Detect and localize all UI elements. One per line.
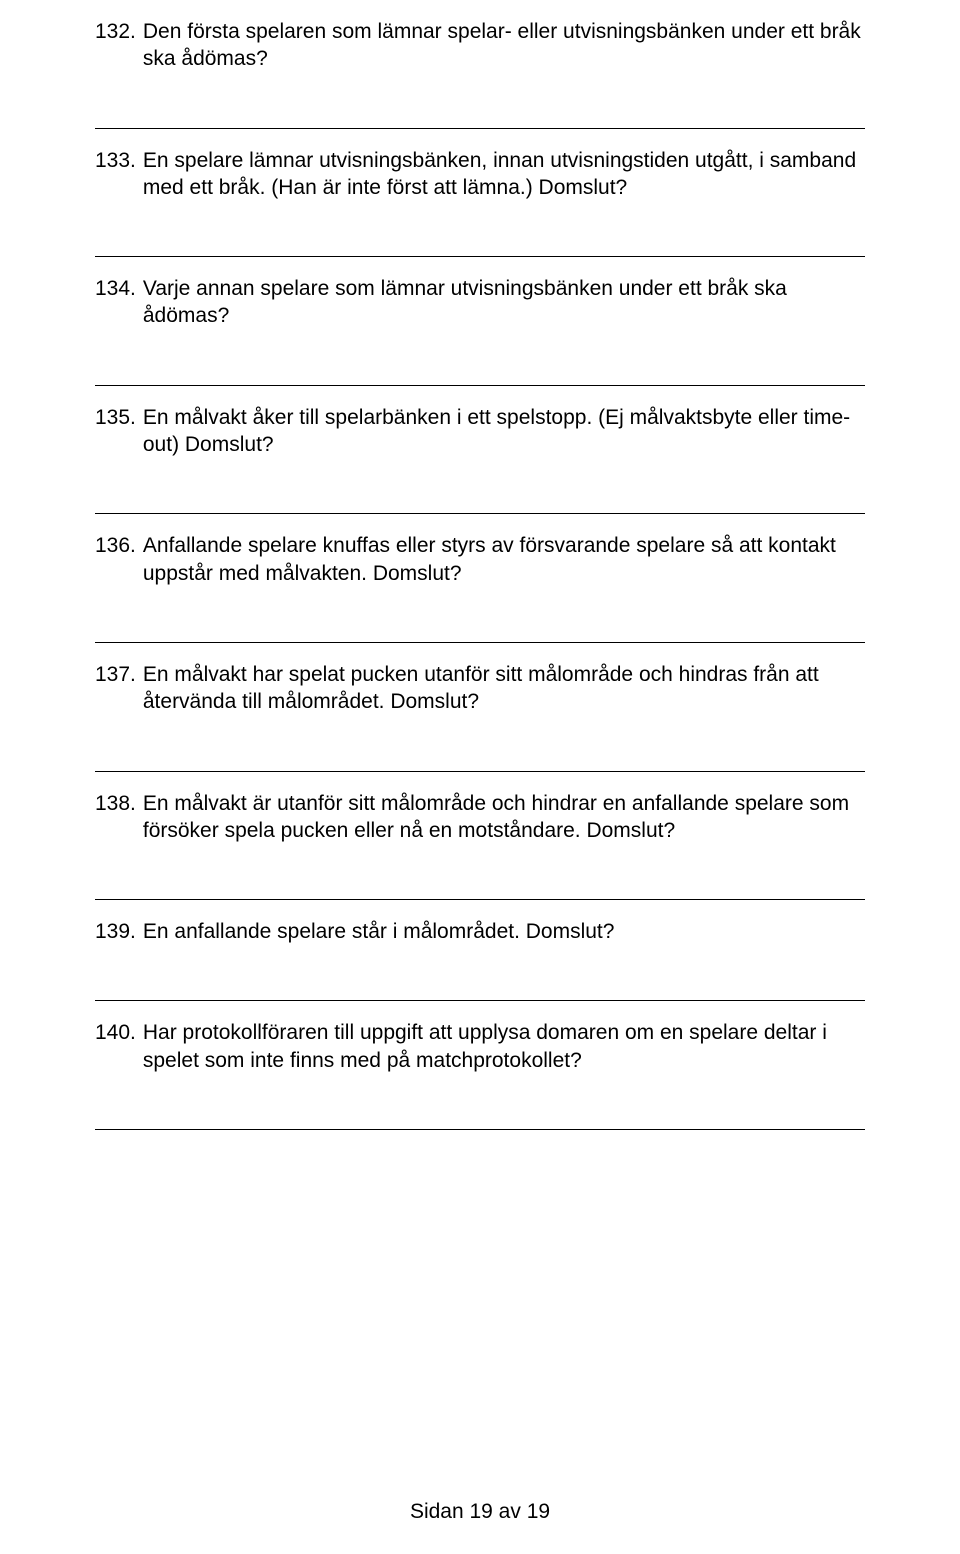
question-text: 138.En målvakt är utanför sitt målområde… xyxy=(95,790,865,845)
question-body: Varje annan spelare som lämnar utvisning… xyxy=(143,275,865,330)
question-text: 137.En målvakt har spelat pucken utanför… xyxy=(95,661,865,716)
question-number: 139. xyxy=(95,918,143,945)
answer-line xyxy=(95,488,865,514)
question: 135.En målvakt åker till spelarbänken i … xyxy=(95,404,865,515)
question-body: En anfallande spelare står i målområdet.… xyxy=(143,918,865,945)
question-text: 139.En anfallande spelare står i målområ… xyxy=(95,918,865,945)
question-body: En målvakt har spelat pucken utanför sit… xyxy=(143,661,865,716)
question-body: Den första spelaren som lämnar spelar- e… xyxy=(143,18,865,73)
question-text: 135.En målvakt åker till spelarbänken i … xyxy=(95,404,865,459)
question-number: 133. xyxy=(95,147,143,202)
answer-line xyxy=(95,874,865,900)
page-footer: Sidan 19 av 19 xyxy=(0,1500,960,1524)
question-text: 136.Anfallande spelare knuffas eller sty… xyxy=(95,532,865,587)
question-text: 132.Den första spelaren som lämnar spela… xyxy=(95,18,865,73)
answer-line xyxy=(95,360,865,386)
questions-container: 132.Den första spelaren som lämnar spela… xyxy=(95,18,865,1130)
answer-line xyxy=(95,617,865,643)
question: 132.Den första spelaren som lämnar spela… xyxy=(95,18,865,129)
question-text: 133.En spelare lämnar utvisningsbänken, … xyxy=(95,147,865,202)
question: 138.En målvakt är utanför sitt målområde… xyxy=(95,790,865,901)
question: 137.En målvakt har spelat pucken utanför… xyxy=(95,661,865,772)
question-number: 136. xyxy=(95,532,143,587)
answer-line xyxy=(95,746,865,772)
question: 136.Anfallande spelare knuffas eller sty… xyxy=(95,532,865,643)
question-body: En målvakt åker till spelarbänken i ett … xyxy=(143,404,865,459)
question-body: En målvakt är utanför sitt målområde och… xyxy=(143,790,865,845)
question: 140.Har protokollföraren till uppgift at… xyxy=(95,1019,865,1130)
question: 133.En spelare lämnar utvisningsbänken, … xyxy=(95,147,865,258)
question-number: 132. xyxy=(95,18,143,73)
answer-line xyxy=(95,1104,865,1130)
question-text: 134.Varje annan spelare som lämnar utvis… xyxy=(95,275,865,330)
answer-line xyxy=(95,231,865,257)
question-body: Anfallande spelare knuffas eller styrs a… xyxy=(143,532,865,587)
question-text: 140.Har protokollföraren till uppgift at… xyxy=(95,1019,865,1074)
answer-line xyxy=(95,103,865,129)
answer-line xyxy=(95,975,865,1001)
question: 139.En anfallande spelare står i målområ… xyxy=(95,918,865,1001)
question: 134.Varje annan spelare som lämnar utvis… xyxy=(95,275,865,386)
question-number: 137. xyxy=(95,661,143,716)
question-number: 134. xyxy=(95,275,143,330)
question-number: 140. xyxy=(95,1019,143,1074)
question-number: 135. xyxy=(95,404,143,459)
question-body: En spelare lämnar utvisningsbänken, inna… xyxy=(143,147,865,202)
question-number: 138. xyxy=(95,790,143,845)
question-body: Har protokollföraren till uppgift att up… xyxy=(143,1019,865,1074)
